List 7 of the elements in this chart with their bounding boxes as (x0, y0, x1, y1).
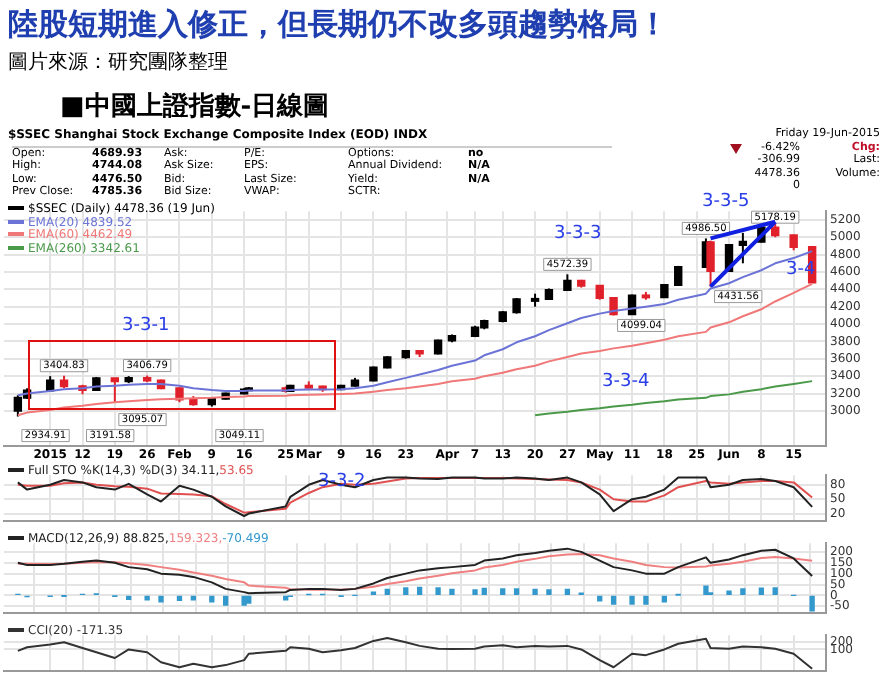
annotation: 3-3-4 (600, 372, 652, 392)
annotation: 3-3-1 (120, 316, 172, 336)
text: ■中國上證指數-日線圖 (60, 90, 330, 124)
text: 陸股短期進入修正，但長期仍不改多頭趨勢格局！ (8, 6, 668, 44)
text: 圖片來源：研究團隊整理 (8, 49, 228, 76)
annotation: 3-3-5 (700, 192, 752, 212)
annotation: 3-3-3 (552, 224, 604, 244)
